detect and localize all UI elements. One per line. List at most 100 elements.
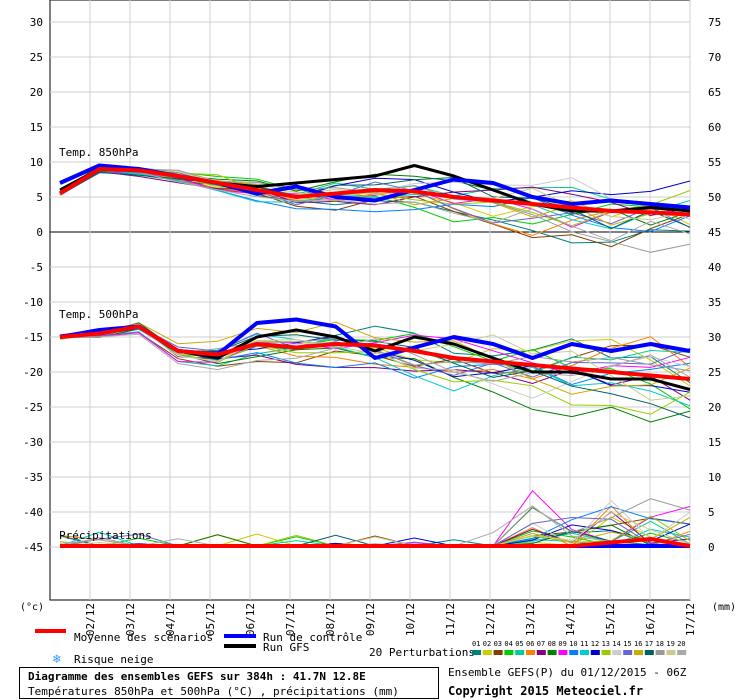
perturbation-swatch [612, 650, 622, 655]
copyright: Copyright 2015 Meteociel.fr [448, 684, 644, 698]
perturbation-id-label: 13 [602, 640, 610, 648]
date-tick-label: 17/12 [684, 603, 697, 636]
legend-snow-label: Risque neige [74, 653, 153, 666]
date-tick-label: 13/12 [524, 603, 537, 636]
left-tick-label: -15 [23, 331, 43, 344]
perturbation-swatches: 01 02 03 04 05 06 07 08 09 10 11 12 13 14 15 16 17 18 19 20 [472, 640, 687, 655]
left-tick-label: 15 [30, 121, 43, 134]
perturbation-swatch [504, 650, 514, 655]
perturbation-swatch [580, 650, 589, 655]
date-tick-label: 14/12 [564, 603, 577, 636]
right-tick-label: 25 [708, 366, 721, 379]
date-tick-label: 15/12 [604, 603, 617, 636]
member-t850-line [59, 169, 691, 242]
member-t850-line [59, 171, 691, 230]
main-series-lines [58, 163, 691, 548]
panel-label: Temp. 850hPa [59, 146, 138, 159]
perturbation-id-label: 16 [634, 640, 642, 648]
left-tick-label: -10 [23, 296, 43, 309]
perturbation-swatch [493, 650, 503, 655]
chart-title: Diagramme des ensembles GEFS sur 384h : … [28, 670, 366, 683]
left-tick-label: -5 [30, 261, 43, 274]
right-tick-label: 5 [708, 506, 715, 519]
left-axis-unit: (°c) [20, 602, 44, 613]
right-tick-label: 55 [708, 156, 721, 169]
perturbation-swatch [655, 650, 665, 655]
perturbation-id-label: 04 [504, 640, 512, 648]
perturbation-swatch [601, 650, 611, 655]
right-tick-label: 45 [708, 226, 721, 239]
date-tick-label: 11/12 [444, 603, 457, 636]
left-tick-label: 5 [36, 191, 43, 204]
right-tick-label: 40 [708, 261, 721, 274]
right-tick-label: 30 [708, 331, 721, 344]
grid [50, 0, 691, 600]
perturbation-id-label: 05 [515, 640, 523, 648]
date-axis-ticks: 02/12 03/12 04/12 05/12 06/12 07/12 08/12 09/12… [84, 603, 697, 636]
date-tick-label: 02/12 [84, 603, 97, 636]
right-tick-label: 50 [708, 191, 721, 204]
panel-label: Précipitations [59, 529, 152, 542]
perturbation-swatch [590, 650, 600, 655]
perturbation-id-label: 19 [666, 640, 674, 648]
date-tick-label: 07/12 [284, 603, 297, 636]
left-tick-label: -20 [23, 366, 43, 379]
perturbation-id-label: 06 [526, 640, 534, 648]
perturbation-swatch [677, 650, 687, 655]
panel-labels: Temp. 850hPa Temp. 500hPa Précipitations [59, 146, 152, 542]
member-precip-line [59, 505, 691, 547]
left-tick-label: 20 [30, 86, 43, 99]
member-t500-line [59, 321, 691, 395]
date-tick-label: 12/12 [484, 603, 497, 636]
perturbation-swatch [569, 650, 579, 655]
left-tick-label: 0 [36, 226, 43, 239]
right-tick-label: 35 [708, 296, 721, 309]
right-tick-label: 75 [708, 16, 721, 29]
perturbation-swatch [634, 650, 643, 655]
perturbation-id-label: 12 [591, 640, 599, 648]
perturbation-swatch [666, 650, 676, 655]
perturbation-id-label: 20 [677, 640, 685, 648]
right-tick-label: 0 [708, 541, 715, 554]
date-tick-label: 04/12 [164, 603, 177, 636]
date-tick-label: 10/12 [404, 603, 417, 636]
right-axis-unit: (mm) [712, 602, 736, 613]
perturbation-swatch [547, 650, 557, 655]
perturbation-swatch [472, 650, 481, 655]
perturbation-swatch [644, 650, 654, 655]
chart-subtitle: Températures 850hPa et 500hPa (°C) , pré… [28, 685, 399, 698]
legend-control-label: Run de contrôle [263, 631, 362, 644]
panel-label: Temp. 500hPa [59, 308, 138, 321]
perturbation-id-label: 10 [569, 640, 577, 648]
left-tick-label: -25 [23, 401, 43, 414]
perturbation-id-label: 08 [548, 640, 556, 648]
left-tick-label: -45 [23, 541, 43, 554]
perturbation-swatch [526, 650, 535, 655]
member-t500-line [59, 333, 691, 382]
series-t850-line [58, 167, 691, 217]
date-tick-label: 05/12 [204, 603, 217, 636]
perturbation-id-label: 02 [483, 640, 491, 648]
legend-perturbations-label: 20 Perturbations [369, 646, 475, 659]
right-tick-label: 20 [708, 401, 721, 414]
perturbation-swatch [515, 650, 525, 655]
right-tick-label: 60 [708, 121, 721, 134]
left-axis-ticks: 30 25 20 15 10 5 0 -5 -10 -15 -20 -25 -30 -35 -40 -45 [23, 16, 43, 554]
left-tick-label: -40 [23, 506, 43, 519]
perturbation-id-label: 17 [645, 640, 653, 648]
right-tick-label: 10 [708, 471, 721, 484]
perturbation-swatch [536, 650, 546, 655]
legend-mean-label: Moyenne des scénarios [74, 631, 213, 644]
member-t850-line [59, 171, 691, 217]
perturbation-swatch [558, 650, 568, 655]
left-tick-label: 10 [30, 156, 43, 169]
perturbation-id-label: 09 [558, 640, 566, 648]
left-tick-label: 30 [30, 16, 43, 29]
perturbation-swatch [623, 650, 633, 655]
perturbation-id-label: 14 [612, 640, 620, 648]
snowflake-icon: ❄ [52, 652, 61, 667]
perturbation-id-label: 03 [494, 640, 502, 648]
legend-gfs-label: Run GFS [263, 641, 309, 654]
